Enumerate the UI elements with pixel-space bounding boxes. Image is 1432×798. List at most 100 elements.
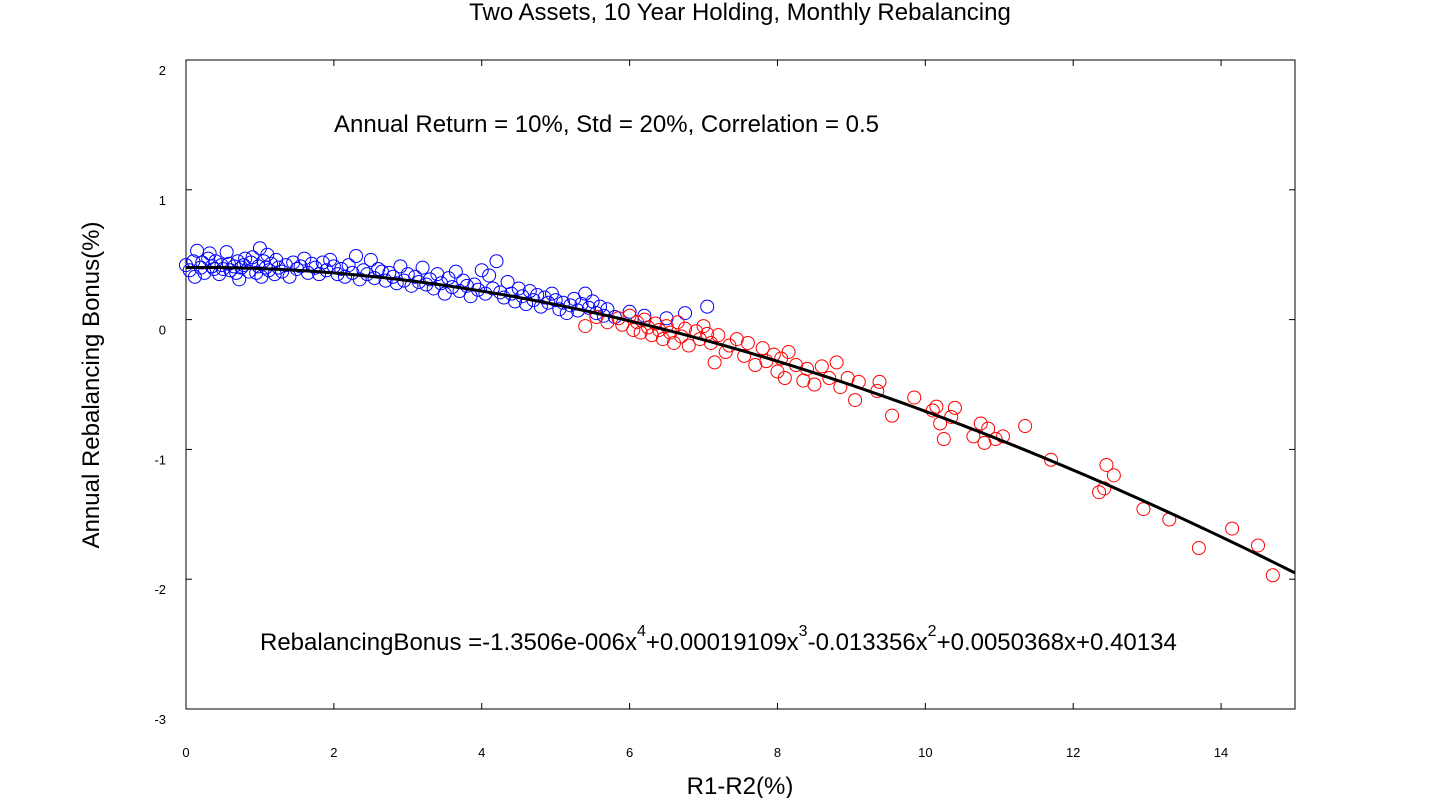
data-point xyxy=(441,271,456,286)
data-point xyxy=(511,281,526,296)
data-point xyxy=(781,345,796,360)
data-point xyxy=(622,304,637,319)
data-point xyxy=(548,293,563,308)
data-point xyxy=(885,408,900,423)
x-tick-label: 2 xyxy=(330,745,337,760)
data-point xyxy=(822,371,837,386)
data-point xyxy=(872,374,887,389)
data-point xyxy=(1106,468,1121,483)
data-point xyxy=(323,252,338,267)
data-point xyxy=(578,319,593,334)
data-point xyxy=(232,272,247,287)
x-tick-label: 0 xyxy=(182,745,189,760)
data-point xyxy=(252,241,267,256)
data-point xyxy=(297,251,312,266)
data-point xyxy=(1265,568,1280,583)
fit-curve xyxy=(185,265,1296,575)
data-point xyxy=(696,319,711,334)
data-point xyxy=(378,273,393,288)
y-tick-label: 2 xyxy=(159,63,166,78)
fit-equation: RebalancingBonus =-1.3506e-006x4+0.00019… xyxy=(260,623,1177,656)
annotation-params: Annual Return = 10%, Std = 20%, Correlat… xyxy=(334,111,879,138)
data-point xyxy=(700,299,715,314)
eq-suffix: +0.0050368x+0.40134 xyxy=(937,629,1177,656)
y-tick-label: 0 xyxy=(159,323,166,338)
x-tick-label: 8 xyxy=(774,745,781,760)
x-tick-label: 4 xyxy=(478,745,485,760)
data-point xyxy=(829,355,844,370)
y-tick-label: -1 xyxy=(154,452,166,467)
x-axis-label: R1-R2(%) xyxy=(687,773,794,798)
eq-mid1: +0.00019109x xyxy=(646,629,799,656)
data-point xyxy=(260,247,275,262)
data-point xyxy=(973,416,988,431)
data-point xyxy=(223,263,238,278)
eq-exp3: 3 xyxy=(799,623,808,640)
data-point xyxy=(1092,485,1107,500)
data-point xyxy=(1018,419,1033,434)
data-point xyxy=(482,268,497,283)
y-tick-label: -2 xyxy=(154,582,166,597)
data-point xyxy=(670,315,685,330)
data-point xyxy=(201,251,216,266)
data-point xyxy=(929,399,944,414)
scatter-points xyxy=(179,241,1280,583)
data-point xyxy=(737,348,752,363)
data-point xyxy=(1251,538,1266,553)
data-point xyxy=(578,286,593,301)
x-tick-label: 14 xyxy=(1214,745,1228,760)
data-point xyxy=(707,355,722,370)
eq-prefix: RebalancingBonus =-1.3506e-006x xyxy=(260,629,637,656)
data-point xyxy=(522,284,537,299)
data-point xyxy=(848,393,863,408)
plot-frame xyxy=(185,59,1296,710)
data-point xyxy=(807,377,822,392)
data-point xyxy=(537,290,552,305)
data-point xyxy=(275,264,290,279)
data-point xyxy=(740,335,755,350)
data-point xyxy=(777,371,792,386)
data-point xyxy=(415,260,430,275)
data-point xyxy=(907,390,922,405)
data-point xyxy=(681,338,696,353)
data-point xyxy=(389,276,404,291)
data-point xyxy=(533,299,548,314)
data-point xyxy=(363,252,378,267)
data-point xyxy=(637,308,652,323)
data-point xyxy=(936,432,951,447)
x-tick-label: 6 xyxy=(626,745,633,760)
series-red xyxy=(578,308,1280,583)
chart-title: Two Assets, 10 Year Holding, Monthly Reb… xyxy=(469,0,1011,26)
x-tick-label: 10 xyxy=(918,745,932,760)
data-point xyxy=(626,322,641,337)
data-point xyxy=(485,281,500,296)
data-point xyxy=(404,278,419,293)
fit-curve-group xyxy=(185,265,1296,575)
data-point xyxy=(219,245,234,260)
data-point xyxy=(489,254,504,269)
data-point xyxy=(947,400,962,415)
data-point xyxy=(770,364,785,379)
y-tick-label: 1 xyxy=(159,193,166,208)
data-point xyxy=(508,294,523,309)
data-point xyxy=(448,264,463,279)
data-point xyxy=(633,325,648,340)
data-point xyxy=(755,341,770,356)
data-point xyxy=(1044,452,1059,467)
data-point xyxy=(1136,502,1151,517)
eq-exp2: 2 xyxy=(928,623,937,640)
data-point xyxy=(581,300,596,315)
data-point xyxy=(544,286,559,301)
data-point xyxy=(814,359,829,374)
data-point xyxy=(282,269,297,284)
data-point xyxy=(267,267,282,282)
data-point xyxy=(474,263,489,278)
eq-mid2: -0.013356x xyxy=(808,629,928,656)
data-point xyxy=(308,260,323,275)
data-point xyxy=(678,306,693,321)
data-point xyxy=(408,269,423,284)
y-tick-label: -3 xyxy=(154,712,166,727)
data-point xyxy=(1099,457,1114,472)
